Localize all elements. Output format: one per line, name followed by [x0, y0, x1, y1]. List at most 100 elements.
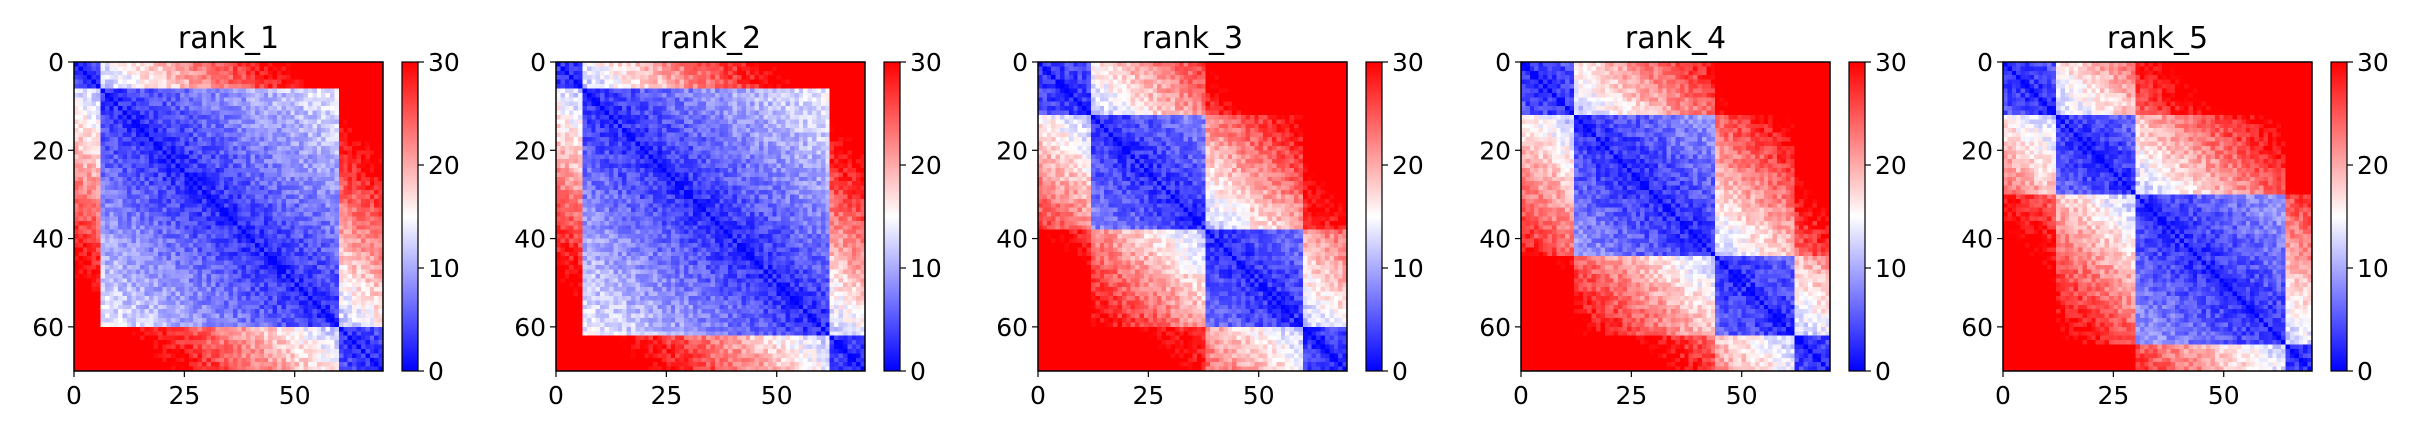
- heatmap-cell: [188, 225, 194, 231]
- heatmap-cell: [281, 88, 287, 94]
- heatmap-cell: [277, 163, 283, 169]
- heatmap-cell: [334, 119, 340, 125]
- heatmap-cell: [365, 66, 371, 72]
- heatmap-cell: [307, 163, 313, 169]
- heatmap-cell: [228, 70, 234, 76]
- heatmap-cell: [325, 106, 331, 112]
- heatmap-cell: [184, 150, 190, 156]
- heatmap-cell: [157, 216, 163, 222]
- heatmap-cell: [96, 101, 102, 107]
- heatmap-cell: [135, 348, 141, 354]
- heatmap-cell: [334, 203, 340, 209]
- heatmap-cell: [175, 137, 181, 143]
- heatmap-cell: [175, 295, 181, 301]
- heatmap-cell: [254, 101, 260, 107]
- heatmap-cell: [188, 163, 194, 169]
- heatmap-cell: [109, 357, 115, 363]
- heatmap-cell: [378, 242, 384, 248]
- heatmap-cell: [254, 238, 260, 244]
- heatmap-cell: [232, 362, 238, 368]
- heatmap-cell: [175, 145, 181, 151]
- heatmap-cell: [307, 88, 313, 94]
- heatmap-cell: [100, 340, 106, 346]
- heatmap-cell: [179, 225, 185, 231]
- colorbar-tick-label: 0: [428, 357, 444, 386]
- heatmap-cell: [307, 79, 313, 85]
- heatmap-cell: [215, 242, 221, 248]
- heatmap-cell: [202, 190, 208, 196]
- heatmap-cell: [352, 295, 358, 301]
- heatmap-cell: [109, 141, 115, 147]
- heatmap-cell: [219, 260, 225, 266]
- heatmap-cell: [219, 97, 225, 103]
- heatmap-cell: [122, 185, 128, 191]
- heatmap-cell: [299, 287, 305, 293]
- colorbar-tick-label: 30: [428, 48, 460, 77]
- heatmap-cell: [347, 229, 353, 235]
- heatmap-cell: [356, 101, 362, 107]
- heatmap-cell: [91, 101, 97, 107]
- heatmap-cell: [109, 322, 115, 328]
- heatmap-cell: [268, 225, 274, 231]
- heatmap-cell: [259, 159, 265, 165]
- heatmap-cell: [776, 62, 782, 68]
- heatmap-cell: [316, 269, 322, 275]
- heatmap-cell: [365, 159, 371, 165]
- heatmap-cell: [100, 273, 106, 279]
- heatmap-cell: [352, 137, 358, 143]
- heatmap-cell: [149, 114, 155, 120]
- heatmap-cell: [184, 269, 190, 275]
- heatmap-cell: [91, 62, 97, 68]
- heatmap-cell: [131, 185, 137, 191]
- heatmap-cell: [374, 269, 380, 275]
- heatmap-cell: [140, 318, 146, 324]
- heatmap-cell: [241, 163, 247, 169]
- heatmap-cell: [374, 309, 380, 315]
- heatmap-cell: [74, 66, 80, 72]
- heatmap-cell: [153, 326, 159, 332]
- heatmap-cell: [82, 282, 88, 288]
- heatmap-cell: [312, 154, 318, 160]
- heatmap-cell: [153, 238, 159, 244]
- heatmap-cell: [246, 344, 252, 350]
- heatmap-cell: [781, 62, 787, 68]
- heatmap-cell: [259, 269, 265, 275]
- heatmap-cell: [325, 123, 331, 129]
- heatmap-cell: [277, 220, 283, 226]
- heatmap-cell: [144, 194, 150, 200]
- heatmap-cell: [365, 313, 371, 319]
- heatmap-cell: [215, 335, 221, 341]
- heatmap-cell: [202, 70, 208, 76]
- heatmap-cell: [268, 194, 274, 200]
- heatmap-cell: [246, 114, 252, 120]
- heatmap-cell: [104, 92, 110, 98]
- heatmap-cell: [343, 309, 349, 315]
- heatmap-cell: [312, 287, 318, 293]
- heatmap-cell: [232, 348, 238, 354]
- heatmap-cell: [325, 300, 331, 306]
- heatmap-cell: [202, 159, 208, 165]
- heatmap-cell: [268, 304, 274, 310]
- heatmap-cell: [259, 295, 265, 301]
- heatmap-cell: [96, 287, 102, 293]
- heatmap-cell: [82, 344, 88, 350]
- heatmap-cell: [312, 79, 318, 85]
- heatmap-cell: [74, 313, 80, 319]
- heatmap-cell: [294, 344, 300, 350]
- heatmap-cell: [193, 194, 199, 200]
- heatmap-cell: [365, 106, 371, 112]
- heatmap-cell: [78, 79, 84, 85]
- heatmap-cell: [171, 92, 177, 98]
- heatmap-cell: [232, 357, 238, 363]
- heatmap-cell: [312, 101, 318, 107]
- heatmap-cell: [277, 141, 283, 147]
- heatmap-cell: [228, 203, 234, 209]
- heatmap-cell: [113, 154, 119, 160]
- heatmap-cell: [184, 256, 190, 262]
- heatmap-cell: [87, 110, 93, 116]
- heatmap-cell: [135, 185, 141, 191]
- heatmap-cell: [210, 66, 216, 72]
- heatmap-cell: [149, 322, 155, 328]
- heatmap-cell: [96, 273, 102, 279]
- heatmap-cell: [316, 70, 322, 76]
